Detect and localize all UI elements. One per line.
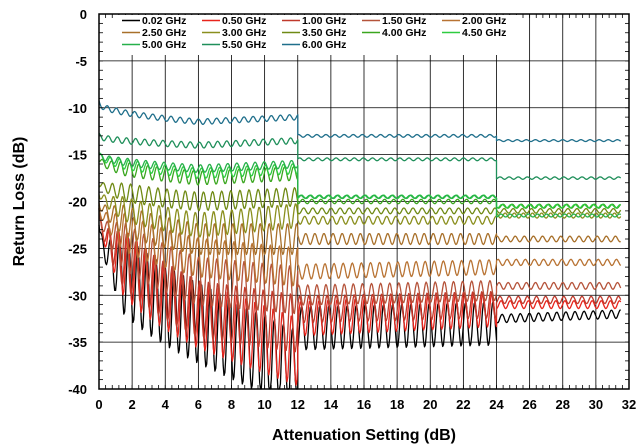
x-tick-label: 28 — [556, 397, 570, 412]
y-tick-label: -30 — [68, 288, 87, 303]
legend: 0.02 GHz 0.50 GHz 1.00 GHz 1.50 GHz 2.00 GHz… — [122, 15, 506, 51]
x-tick-label: 4 — [162, 397, 170, 412]
x-tick-label: 18 — [390, 397, 404, 412]
legend-item: 4.00 GHz — [362, 27, 426, 39]
series-line-1-00-ghz — [98, 208, 622, 353]
legend-item: 5.00 GHz — [122, 39, 186, 51]
y-tick-label: -10 — [68, 101, 87, 116]
y-tick-labels: 0 -5 -10 -15 -20 -25 -30 -35 -40 — [68, 7, 87, 397]
x-tick-label: 24 — [489, 397, 504, 412]
legend-label: 1.50 GHz — [382, 15, 426, 27]
y-tick-label: -35 — [68, 335, 87, 350]
x-tick-label: 30 — [589, 397, 603, 412]
x-tick-label: 6 — [195, 397, 202, 412]
legend-label: 4.00 GHz — [382, 27, 426, 39]
legend-label: 3.00 GHz — [222, 27, 266, 39]
legend-label: 0.50 GHz — [222, 15, 266, 27]
x-tick-label: 20 — [423, 397, 437, 412]
x-axis-title: Attenuation Setting (dB) — [272, 427, 456, 444]
x-tick-label: 26 — [522, 397, 536, 412]
y-axis-title: Return Loss (dB) — [11, 137, 28, 267]
series-line-3-50-ghz — [98, 182, 622, 215]
x-tick-label: 22 — [456, 397, 470, 412]
x-tick-label: 16 — [357, 397, 371, 412]
legend-label: 2.50 GHz — [142, 27, 186, 39]
legend-label: 1.00 GHz — [302, 15, 346, 27]
x-tick-label: 2 — [129, 397, 136, 412]
legend-item: 3.00 GHz — [202, 27, 266, 39]
legend-label: 5.50 GHz — [222, 39, 266, 51]
legend-background — [116, 15, 522, 55]
series-line-6-00-ghz — [98, 100, 622, 143]
x-tick-label: 14 — [324, 397, 339, 412]
legend-label: 5.00 GHz — [142, 39, 186, 51]
x-tick-label: 0 — [95, 397, 102, 412]
legend-item: 3.50 GHz — [282, 27, 346, 39]
series-line-5-00-ghz — [98, 152, 622, 218]
legend-item: 1.00 GHz — [282, 15, 346, 27]
y-tick-label: -40 — [68, 382, 87, 397]
legend-label: 2.00 GHz — [462, 15, 506, 27]
legend-label: 0.02 GHz — [142, 15, 186, 27]
series-line-2-00-ghz — [98, 205, 622, 287]
series-lines — [98, 100, 622, 390]
legend-label: 6.00 GHz — [302, 39, 346, 51]
x-tick-label: 32 — [622, 397, 636, 412]
y-tick-label: -25 — [68, 241, 87, 256]
legend-label: 3.50 GHz — [302, 27, 346, 39]
legend-item: 0.50 GHz — [202, 15, 266, 27]
x-tick-label: 10 — [257, 397, 271, 412]
series-line-2-50-ghz — [98, 202, 621, 256]
grid-lines — [99, 14, 629, 389]
series-line-5-50-ghz — [98, 132, 622, 180]
series-line-0-50-ghz — [98, 209, 622, 386]
y-tick-label: 0 — [80, 7, 87, 22]
legend-item: 5.50 GHz — [202, 39, 266, 51]
series-line-4-50-ghz — [98, 153, 621, 209]
series-line-1-50-ghz — [98, 208, 622, 315]
y-tick-label: -20 — [68, 195, 87, 210]
legend-label: 4.50 GHz — [462, 27, 506, 39]
x-tick-label: 8 — [228, 397, 235, 412]
y-tick-label: -5 — [75, 54, 87, 69]
series-line-4-00-ghz — [98, 158, 622, 209]
y-tick-label: -15 — [68, 148, 87, 163]
legend-item: 6.00 GHz — [282, 39, 346, 51]
legend-item: 2.00 GHz — [442, 15, 506, 27]
legend-item: 0.02 GHz — [122, 15, 186, 27]
x-tick-labels: 0 2 4 6 8 10 12 14 16 18 20 22 24 26 28 30 32 — [95, 397, 636, 412]
legend-item: 4.50 GHz — [442, 27, 506, 39]
x-tick-label: 12 — [291, 397, 305, 412]
series-line-3-00-ghz — [98, 194, 622, 238]
legend-item: 2.50 GHz — [122, 27, 186, 39]
legend-item: 1.50 GHz — [362, 15, 426, 27]
